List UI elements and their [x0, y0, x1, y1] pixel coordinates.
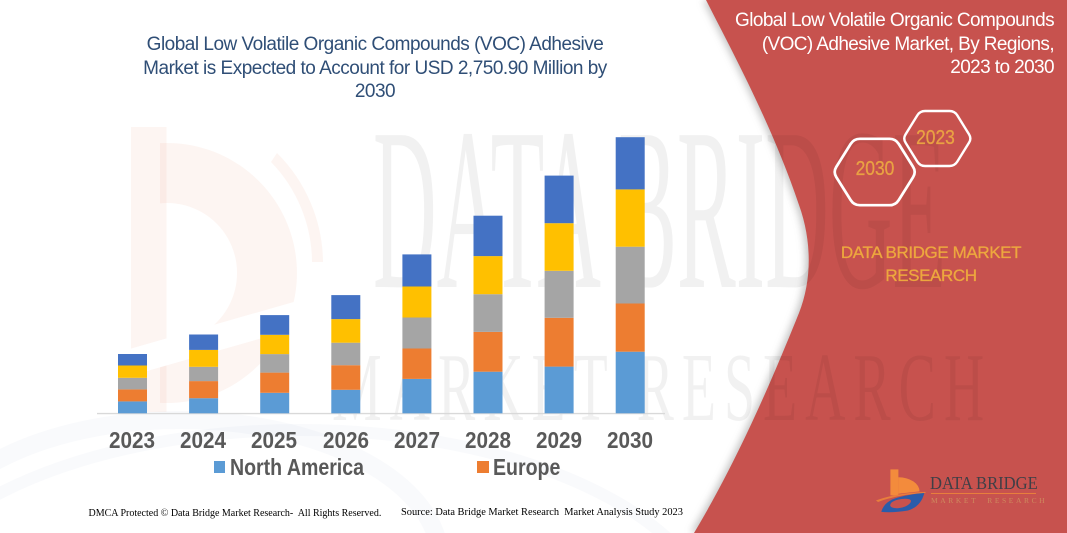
svg-text:MARKET RESEARCH: MARKET RESEARCH [332, 334, 992, 442]
svg-text:DATA BRIDGE: DATA BRIDGE [373, 81, 946, 337]
